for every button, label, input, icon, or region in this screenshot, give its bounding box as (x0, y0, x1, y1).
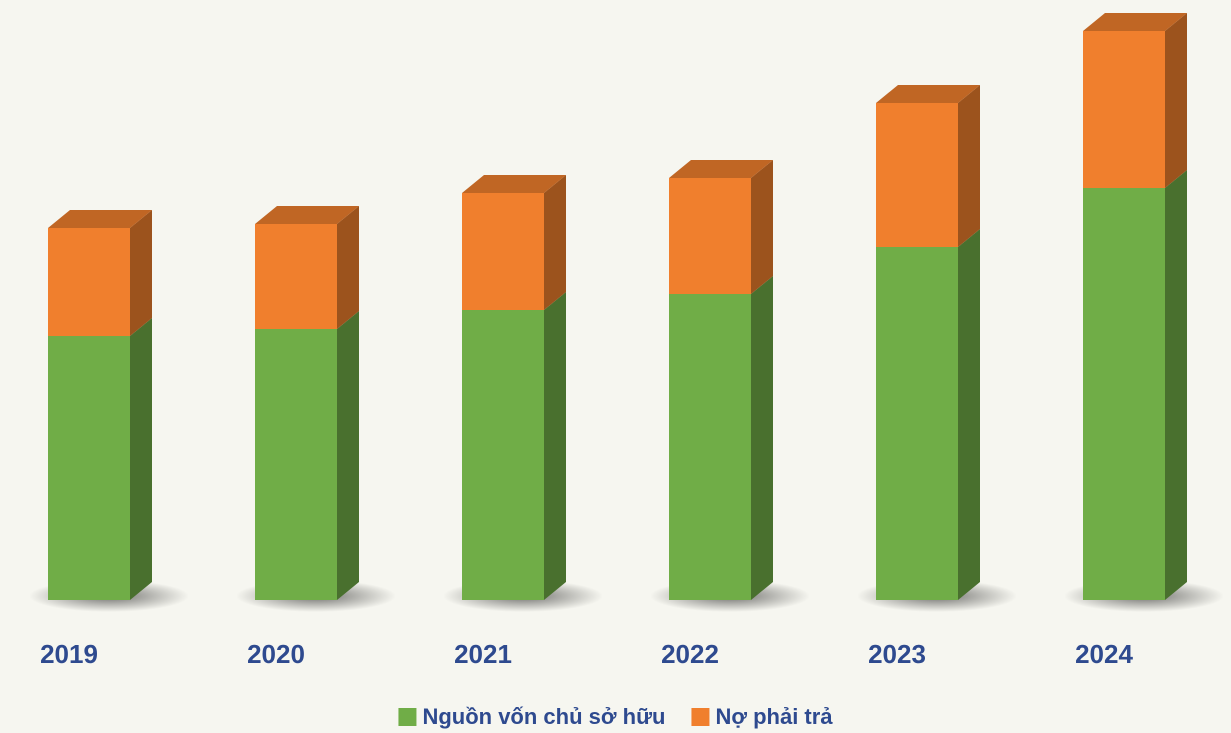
bar-side (751, 160, 773, 294)
bar-side (337, 206, 359, 329)
bar-top (48, 210, 152, 228)
x-tick-label: 2021 (454, 639, 512, 669)
bar-top (1083, 13, 1187, 31)
bar-segment (48, 336, 130, 600)
bar-top (462, 175, 566, 193)
legend-swatch (398, 708, 417, 726)
bar-side (1165, 13, 1187, 188)
bar-side (544, 292, 566, 600)
x-tick-label: 2020 (247, 639, 305, 669)
legend: Nguồn vốn chủ sở hữu Nợ phải trả (398, 704, 833, 729)
bar-side (958, 85, 980, 247)
bar-segment (1083, 188, 1165, 600)
bar-side (130, 210, 152, 336)
bar-segment (255, 224, 337, 329)
bar-segment (876, 103, 958, 247)
legend-label: Nợ phải trả (715, 704, 833, 729)
bar-segment (255, 329, 337, 600)
legend-swatch (691, 708, 710, 726)
legend-label: Nguồn vốn chủ sở hữu (422, 704, 665, 729)
bar-segment (1083, 31, 1165, 188)
bar-segment (876, 247, 958, 600)
bar-segment (48, 228, 130, 336)
bar-top (876, 85, 980, 103)
bar-side (544, 175, 566, 310)
bar-segment (462, 310, 544, 600)
bar-segment (462, 193, 544, 310)
bar-segment (669, 294, 751, 600)
bar-segment (669, 178, 751, 294)
bar-top (255, 206, 359, 224)
x-tick-label: 2023 (868, 639, 926, 669)
x-tick-label: 2019 (40, 639, 98, 669)
bar-side (958, 229, 980, 600)
bar-side (337, 311, 359, 600)
x-tick-label: 2024 (1075, 639, 1133, 669)
bar-side (1165, 170, 1187, 600)
bar-side (130, 318, 152, 600)
bar-top (669, 160, 773, 178)
bar-side (751, 276, 773, 600)
x-tick-label: 2022 (661, 639, 719, 669)
